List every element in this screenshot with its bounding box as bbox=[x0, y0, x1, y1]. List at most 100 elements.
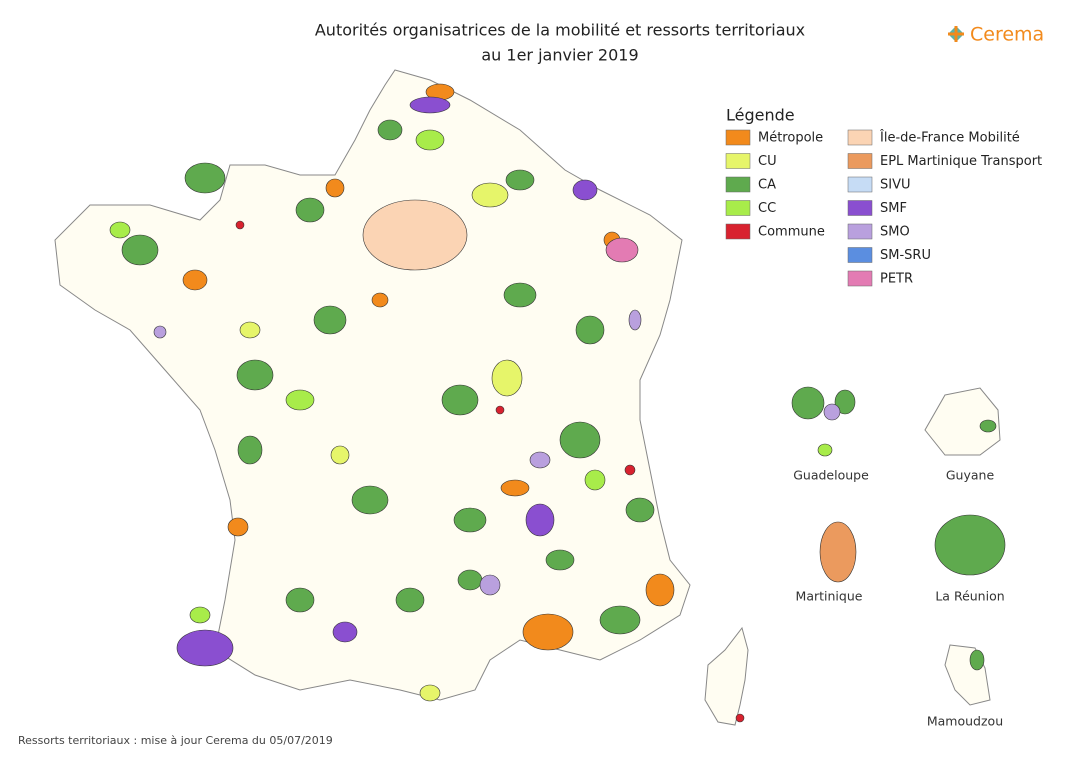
area bbox=[934, 514, 1006, 576]
area bbox=[330, 445, 350, 465]
area bbox=[371, 292, 389, 308]
mamoudzou bbox=[944, 644, 991, 706]
territory-label: Mamoudzou bbox=[927, 714, 1003, 729]
legend-label: SMO bbox=[880, 225, 910, 240]
legend-label: PETR bbox=[880, 272, 913, 287]
area bbox=[236, 359, 274, 391]
area bbox=[625, 497, 655, 523]
territorial-areas bbox=[109, 83, 1006, 723]
area bbox=[453, 507, 487, 533]
area bbox=[189, 606, 211, 624]
area bbox=[529, 451, 551, 469]
title-line: Autorités organisatrices de la mobilité … bbox=[315, 21, 805, 40]
legend-swatch bbox=[725, 176, 751, 193]
area bbox=[491, 359, 523, 397]
territory-label: Guyane bbox=[946, 468, 995, 483]
area bbox=[969, 649, 985, 671]
legend-swatch bbox=[725, 200, 751, 216]
legend-swatch bbox=[847, 176, 873, 193]
logo: Cerema bbox=[948, 24, 1044, 46]
area bbox=[834, 389, 856, 415]
area bbox=[457, 569, 483, 591]
legend-label: CU bbox=[758, 154, 777, 169]
area bbox=[377, 119, 403, 141]
area bbox=[505, 169, 535, 191]
area bbox=[121, 234, 159, 266]
area bbox=[182, 269, 208, 291]
area bbox=[819, 521, 857, 583]
area bbox=[559, 421, 601, 459]
area bbox=[479, 574, 501, 596]
territory-label: Guadeloupe bbox=[793, 468, 869, 483]
legend-swatch bbox=[847, 129, 873, 146]
area bbox=[522, 613, 574, 651]
area bbox=[823, 403, 841, 421]
legend-swatch bbox=[847, 247, 873, 263]
area bbox=[495, 405, 505, 415]
legend-label: CA bbox=[758, 178, 776, 193]
area bbox=[295, 197, 325, 223]
territory-label: La Réunion bbox=[935, 589, 1004, 604]
guyane bbox=[924, 387, 1001, 456]
area bbox=[235, 220, 245, 230]
area bbox=[351, 485, 389, 515]
area bbox=[605, 237, 639, 263]
area bbox=[176, 629, 234, 667]
legend-label: EPL Martinique Transport bbox=[880, 154, 1042, 169]
logo-text: Cerema bbox=[970, 24, 1044, 46]
territory-labels: Guadeloupe Guyane Martinique La Réunion Mamo… bbox=[793, 468, 1004, 729]
area bbox=[599, 605, 641, 635]
legend-label: Commune bbox=[758, 225, 825, 240]
area bbox=[419, 684, 441, 702]
area bbox=[624, 464, 636, 476]
legend-label: Île-de-France Mobilité bbox=[879, 130, 1020, 146]
area bbox=[525, 503, 555, 537]
legend-swatch bbox=[847, 223, 873, 240]
area bbox=[362, 199, 468, 271]
area bbox=[415, 129, 445, 151]
area bbox=[584, 469, 606, 491]
area bbox=[285, 587, 315, 613]
area bbox=[227, 517, 249, 537]
corsica bbox=[704, 626, 749, 726]
area bbox=[572, 179, 598, 201]
area bbox=[395, 587, 425, 613]
legend-swatch bbox=[725, 129, 751, 146]
area bbox=[184, 162, 226, 194]
legend-swatch bbox=[725, 153, 751, 169]
area bbox=[817, 443, 833, 457]
title-line: au 1er janvier 2019 bbox=[481, 46, 638, 65]
area bbox=[325, 178, 345, 198]
footer: Ressorts territoriaux : mise à jour Cere… bbox=[18, 734, 333, 747]
legend-title: Légende bbox=[726, 106, 795, 125]
legend-label: SMF bbox=[880, 201, 907, 216]
area bbox=[645, 573, 675, 607]
territory-label: Martinique bbox=[796, 589, 863, 604]
area bbox=[332, 621, 358, 643]
area bbox=[628, 309, 642, 331]
legend-swatch bbox=[725, 223, 751, 240]
legend-label: CC bbox=[758, 201, 776, 216]
area bbox=[441, 384, 479, 416]
logo-icon bbox=[948, 26, 964, 42]
area bbox=[153, 325, 167, 339]
legend: Métropole CU CA CC Commune Île-de-France Mobi… bbox=[725, 129, 1042, 287]
area bbox=[503, 282, 537, 308]
area bbox=[409, 96, 451, 114]
legend-swatch bbox=[847, 270, 873, 287]
area bbox=[791, 386, 825, 420]
legend-label: SM-SRU bbox=[880, 248, 931, 263]
area bbox=[979, 419, 997, 433]
area bbox=[239, 321, 261, 339]
area bbox=[313, 305, 347, 335]
area bbox=[545, 549, 575, 571]
area bbox=[500, 479, 530, 497]
legend-swatch bbox=[847, 153, 873, 169]
area bbox=[237, 435, 263, 465]
france-mainland bbox=[54, 69, 691, 701]
legend-swatch bbox=[847, 200, 873, 216]
area bbox=[285, 389, 315, 411]
legend-label: SIVU bbox=[880, 178, 911, 193]
area bbox=[109, 221, 131, 239]
